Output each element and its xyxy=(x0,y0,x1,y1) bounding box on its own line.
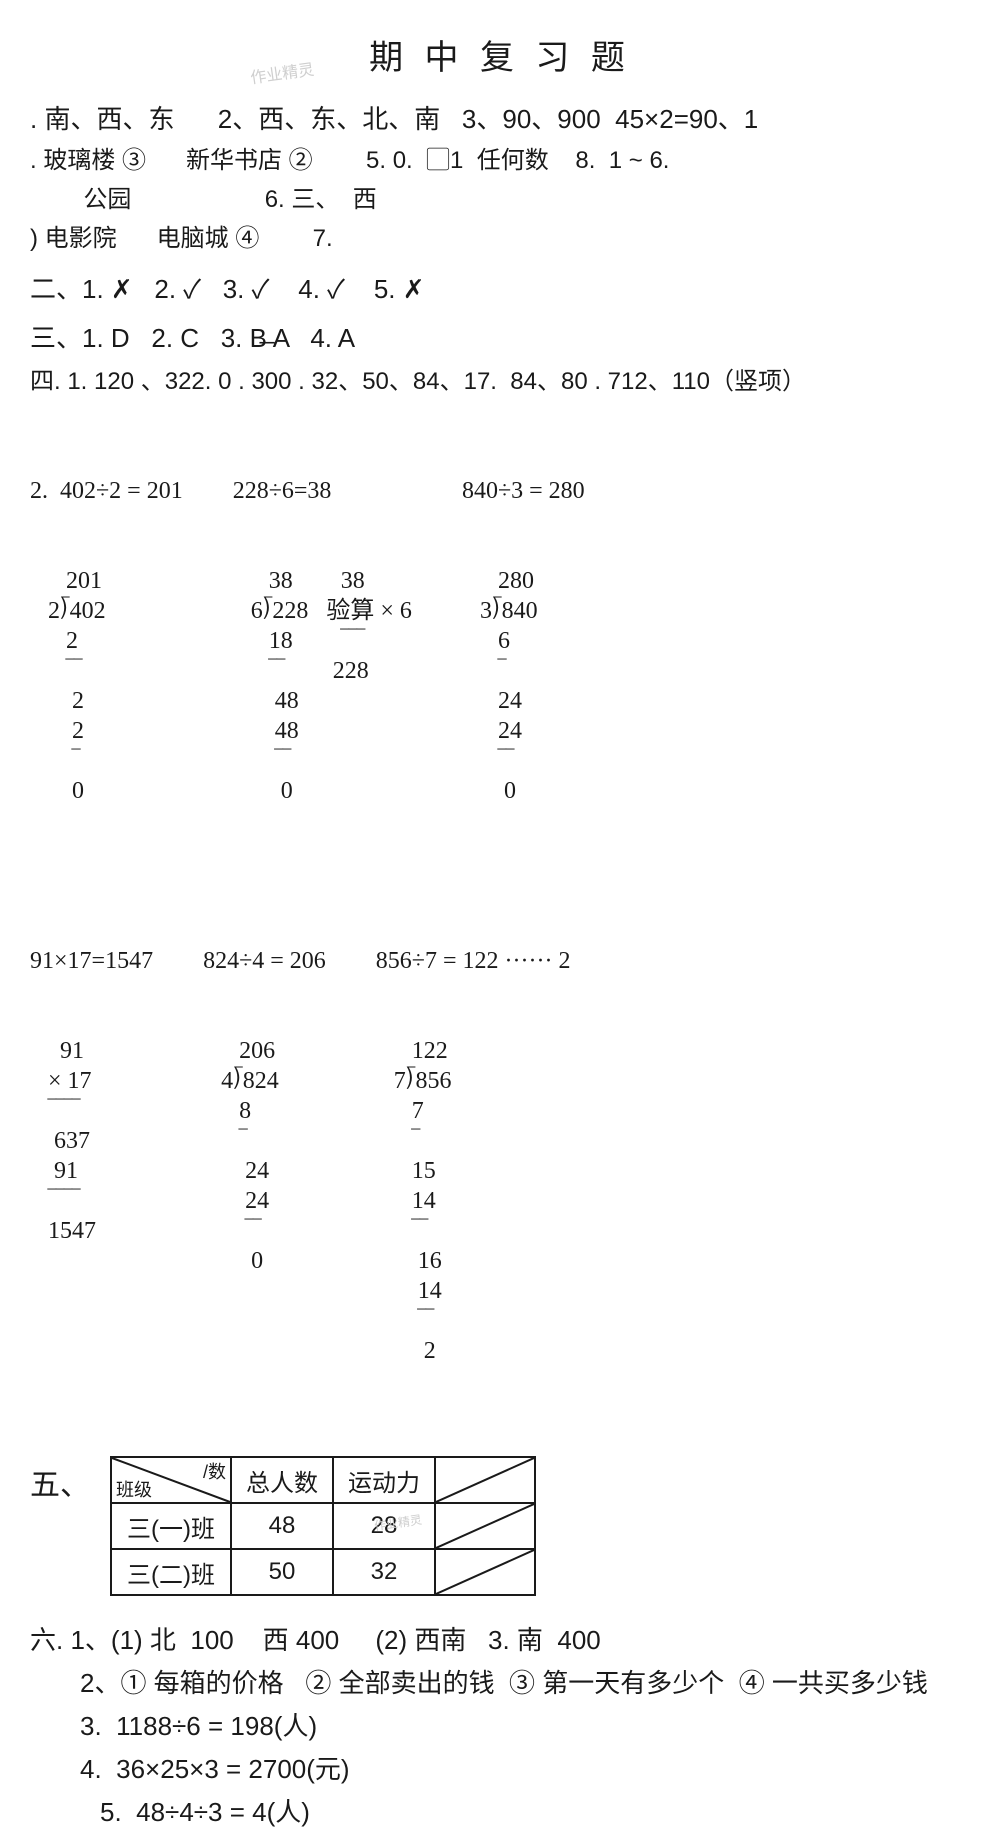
diagonal-icon xyxy=(436,1504,534,1548)
cell: 三(一)班 xyxy=(111,1503,231,1549)
page-title: 期 中 复 习 题 xyxy=(30,30,970,79)
calc-3: 840÷3 = 280 280 3⟌840 6 ‾ 24 24 ‾‾ 0 xyxy=(462,416,585,866)
s1-line2b: 公园 6. 三、 西 xyxy=(30,179,970,214)
diagonal-icon xyxy=(436,1458,534,1502)
cell-x xyxy=(435,1549,535,1595)
cell: 48 xyxy=(231,1503,333,1549)
s6-l3: 3. 1188÷6 = 198(人) xyxy=(30,1706,970,1743)
page: 作业精灵 期 中 复 习 题 . 南、西、东 2、西、东、北、南 3、90、90… xyxy=(0,0,1000,1410)
section-6: 六. 1、(1) 北 100 西 400 (2) 西南 3. 南 400 2、①… xyxy=(30,1620,970,1829)
table-5: /数 班级 总人数 运动力 三(一)班 48 28 作业精灵 xyxy=(110,1456,536,1596)
table-head-c4 xyxy=(435,1457,535,1503)
calc-1-work: 201 2⟌402 2 ‾‾ 2 2 ‾ 0 xyxy=(30,566,183,806)
calc-6-work: 122 7⟌856 7 ‾ 15 14 ‾‾ 16 14 ‾‾ 2 xyxy=(376,1036,571,1366)
table-row: 三(二)班 50 32 xyxy=(111,1549,535,1595)
section-3: 三、1. D 2. C 3. B̶ A 4. A xyxy=(30,318,970,355)
calc-5-work: 206 4⟌824 8 ‾ 24 24 ‾‾ 0 xyxy=(203,1036,326,1276)
cell-x xyxy=(435,1503,535,1549)
calc-5: 824÷4 = 206 206 4⟌824 8 ‾ 24 24 ‾‾ 0 xyxy=(203,886,326,1426)
cell-val: 28 xyxy=(371,1512,398,1539)
calc-2: 228÷6=38 38 38 6⟌228 验算 × 6 18 ‾‾‾ ‾‾ 22… xyxy=(233,416,412,866)
diagonal-icon xyxy=(436,1550,534,1594)
s6-l5: 5. 48÷4÷3 = 4(人) xyxy=(30,1792,970,1829)
cell: 32 xyxy=(333,1549,435,1595)
s1-line2a: . 玻璃楼 ③ 新华书店 ② 5. 0. ▢1 任何数 8. 1 ~ 6. xyxy=(30,140,970,175)
diag-bottom: 班级 xyxy=(116,1476,152,1502)
calc-3-eq: 840÷3 = 280 xyxy=(462,476,585,506)
calc-4: 91×17=1547 91 × 17 ‾‾‾‾ 637 91 ‾‾‾‾ 1547 xyxy=(30,886,153,1426)
cell: 50 xyxy=(231,1549,333,1595)
calc-1: 2. 402÷2 = 201 201 2⟌402 2 ‾‾ 2 2 ‾ 0 xyxy=(30,416,183,866)
cell: 三(二)班 xyxy=(111,1549,231,1595)
calc-2-eq: 228÷6=38 xyxy=(233,476,412,506)
calc-4-eq: 91×17=1547 xyxy=(30,946,153,976)
section-2: 二、1. ✗ 2. ✓ 3. ✓ 4. ✓ 5. ✗ xyxy=(30,269,970,306)
calc-4-work: 91 × 17 ‾‾‾‾ 637 91 ‾‾‾‾ 1547 xyxy=(30,1036,153,1246)
table-head-diag: /数 班级 xyxy=(111,1457,231,1503)
s6-l4: 4. 36×25×3 = 2700(元) xyxy=(30,1749,970,1786)
table-head-c3: 运动力 xyxy=(333,1457,435,1503)
cell: 28 作业精灵 xyxy=(333,1503,435,1549)
calc-row-1: 2. 402÷2 = 201 201 2⟌402 2 ‾‾ 2 2 ‾ 0 22… xyxy=(30,416,970,866)
section-5-label: 五、 xyxy=(30,1460,90,1504)
section-1: . 南、西、东 2、西、东、北、南 3、90、900 45×2=90、1 . 玻… xyxy=(30,99,970,253)
table-head-c2: 总人数 xyxy=(231,1457,333,1503)
table-row: /数 班级 总人数 运动力 xyxy=(111,1457,535,1503)
s6-l1: 六. 1、(1) 北 100 西 400 (2) 西南 3. 南 400 xyxy=(30,1620,970,1657)
calc-row-2: 91×17=1547 91 × 17 ‾‾‾‾ 637 91 ‾‾‾‾ 1547… xyxy=(30,886,970,1426)
section-4-line1: 四. 1. 120 、322. 0 . 300 . 32、50、84、17. 8… xyxy=(30,361,970,396)
section-5: 五、 /数 班级 总人数 运动力 三(一)班 xyxy=(30,1456,970,1596)
calc-6: 856÷7 = 122 ······ 2 122 7⟌856 7 ‾ 15 14… xyxy=(376,886,571,1426)
calc-5-eq: 824÷4 = 206 xyxy=(203,946,326,976)
table-row: 三(一)班 48 28 作业精灵 xyxy=(111,1503,535,1549)
calc-1-eq: 2. 402÷2 = 201 xyxy=(30,476,183,506)
s1-line1: . 南、西、东 2、西、东、北、南 3、90、900 45×2=90、1 xyxy=(30,99,970,136)
diag-top: /数 xyxy=(203,1458,226,1484)
calc-3-work: 280 3⟌840 6 ‾ 24 24 ‾‾ 0 xyxy=(462,566,585,806)
calc-2-work: 38 38 6⟌228 验算 × 6 18 ‾‾‾ ‾‾ 228 48 48 ‾… xyxy=(233,566,412,806)
s1-line2c: ) 电影院 电脑城 ④ 7. xyxy=(30,218,970,253)
s6-l2: 2、① 每箱的价格 ② 全部卖出的钱 ③ 第一天有多少个 ④ 一共买多少钱 xyxy=(30,1663,970,1700)
calc-6-eq: 856÷7 = 122 ······ 2 xyxy=(376,946,571,976)
